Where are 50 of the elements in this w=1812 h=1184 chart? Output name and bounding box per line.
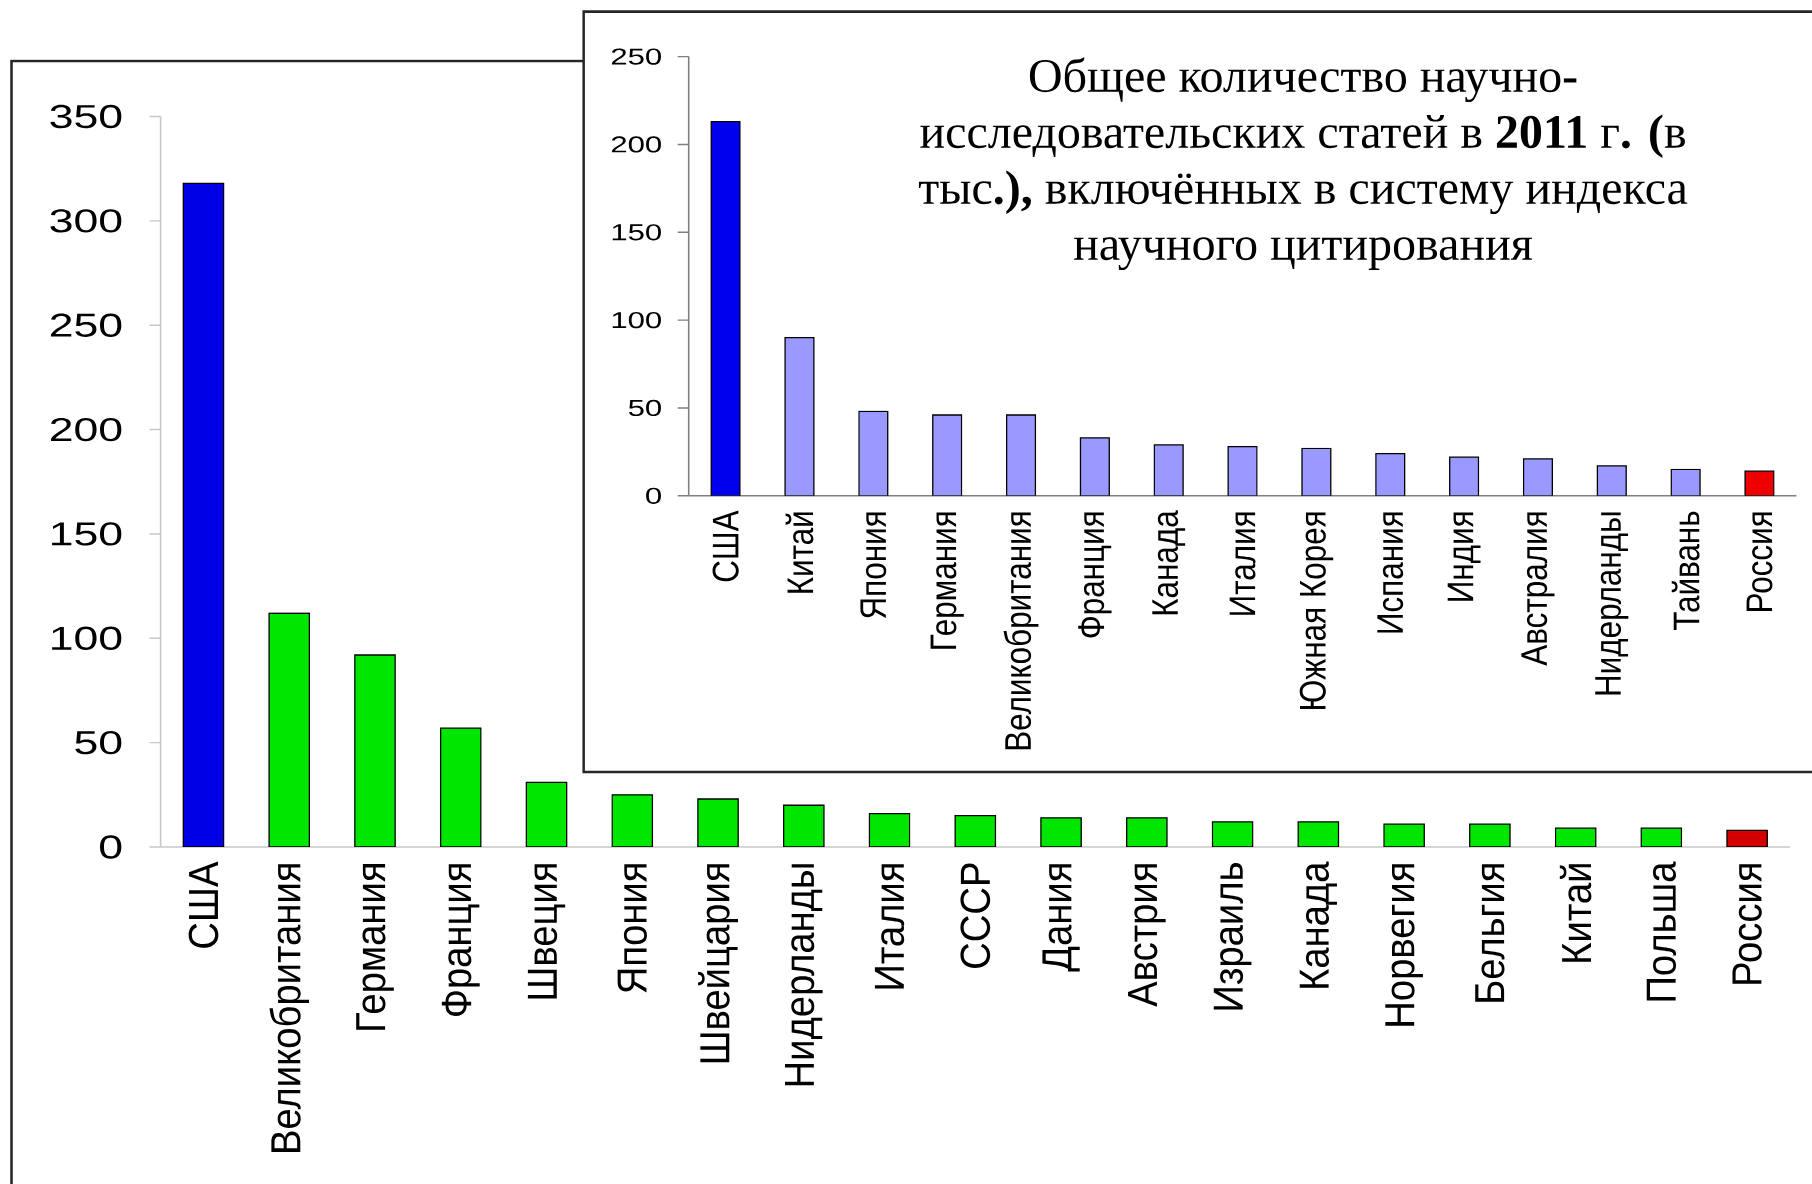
x-tick-label: Австралия <box>1521 512 1555 666</box>
bar <box>1211 821 1254 847</box>
y-tick-label: 100 <box>52 626 122 650</box>
x-tick-label: Тайвань <box>1671 511 1700 631</box>
x-tick-label: Канада <box>1299 861 1337 988</box>
x-tick-label: Испания <box>1377 512 1404 633</box>
x-tick-label: США <box>188 861 219 948</box>
y-tick-label: 150 <box>52 522 122 546</box>
x-tick-label: Южная Корея <box>1299 512 1334 710</box>
y-tick-label: 100 <box>612 311 661 329</box>
y-tick-label: 0 <box>646 487 661 504</box>
x-tick-label: Австрия <box>1128 864 1166 1007</box>
x-tick-label: Китай <box>785 512 814 593</box>
x-tick-label: СССР <box>960 863 991 968</box>
x-tick-label: Германия <box>930 512 964 649</box>
y-tick-label: 50 <box>75 730 122 755</box>
x-tick-label: Италия <box>1229 512 1256 615</box>
x-tick-label: Германия <box>356 864 394 1030</box>
x-tick-label: Франция <box>441 864 480 1016</box>
x-tick-label: Польша <box>1646 861 1677 1001</box>
y-tick-label: 350 <box>50 104 122 129</box>
x-tick-label: Япония <box>617 864 647 993</box>
x-tick-label: Бельгия <box>1475 864 1505 1002</box>
y-tick-label: 0 <box>100 835 122 859</box>
x-tick-label: США <box>712 510 739 582</box>
x-tick-label: Нидерланды <box>784 864 823 1086</box>
y-tick-label: 200 <box>50 417 122 442</box>
x-tick-label: Япония <box>860 512 887 619</box>
x-tick-label: Швейцария <box>698 864 738 1063</box>
chart-title: Общее количество научно-исследовательских статей в 2011 г. (в тыс.), включённых в систему индекса научного цитирования <box>918 57 1688 271</box>
y-tick-label: 250 <box>611 48 661 65</box>
x-tick-label: Великобритания <box>269 864 309 1152</box>
x-tick-label: Италия <box>874 864 905 989</box>
x-tick-label: Великобритания <box>1003 512 1039 750</box>
x-tick-label: Нидерланды <box>1595 512 1629 695</box>
x-tick-label: Израиль <box>1213 863 1252 1010</box>
x-tick-label: Индия <box>1447 512 1481 601</box>
y-tick-label: 150 <box>612 224 661 241</box>
y-tick-label: 200 <box>611 136 661 153</box>
x-tick-label: Канада <box>1152 510 1186 615</box>
x-tick-label: Китай <box>1559 864 1592 962</box>
x-tick-label: Россия <box>1732 864 1762 984</box>
x-tick-label: Дания <box>1042 864 1080 972</box>
x-tick-label: Россия <box>1746 512 1773 611</box>
y-tick-label: 50 <box>628 399 661 417</box>
y-tick-label: 300 <box>50 209 122 233</box>
y-tick-label: 250 <box>50 313 122 337</box>
x-tick-label: Норвегия <box>1385 864 1423 1026</box>
x-tick-label: Франция <box>1078 512 1112 638</box>
x-tick-label: Швеция <box>527 864 566 999</box>
